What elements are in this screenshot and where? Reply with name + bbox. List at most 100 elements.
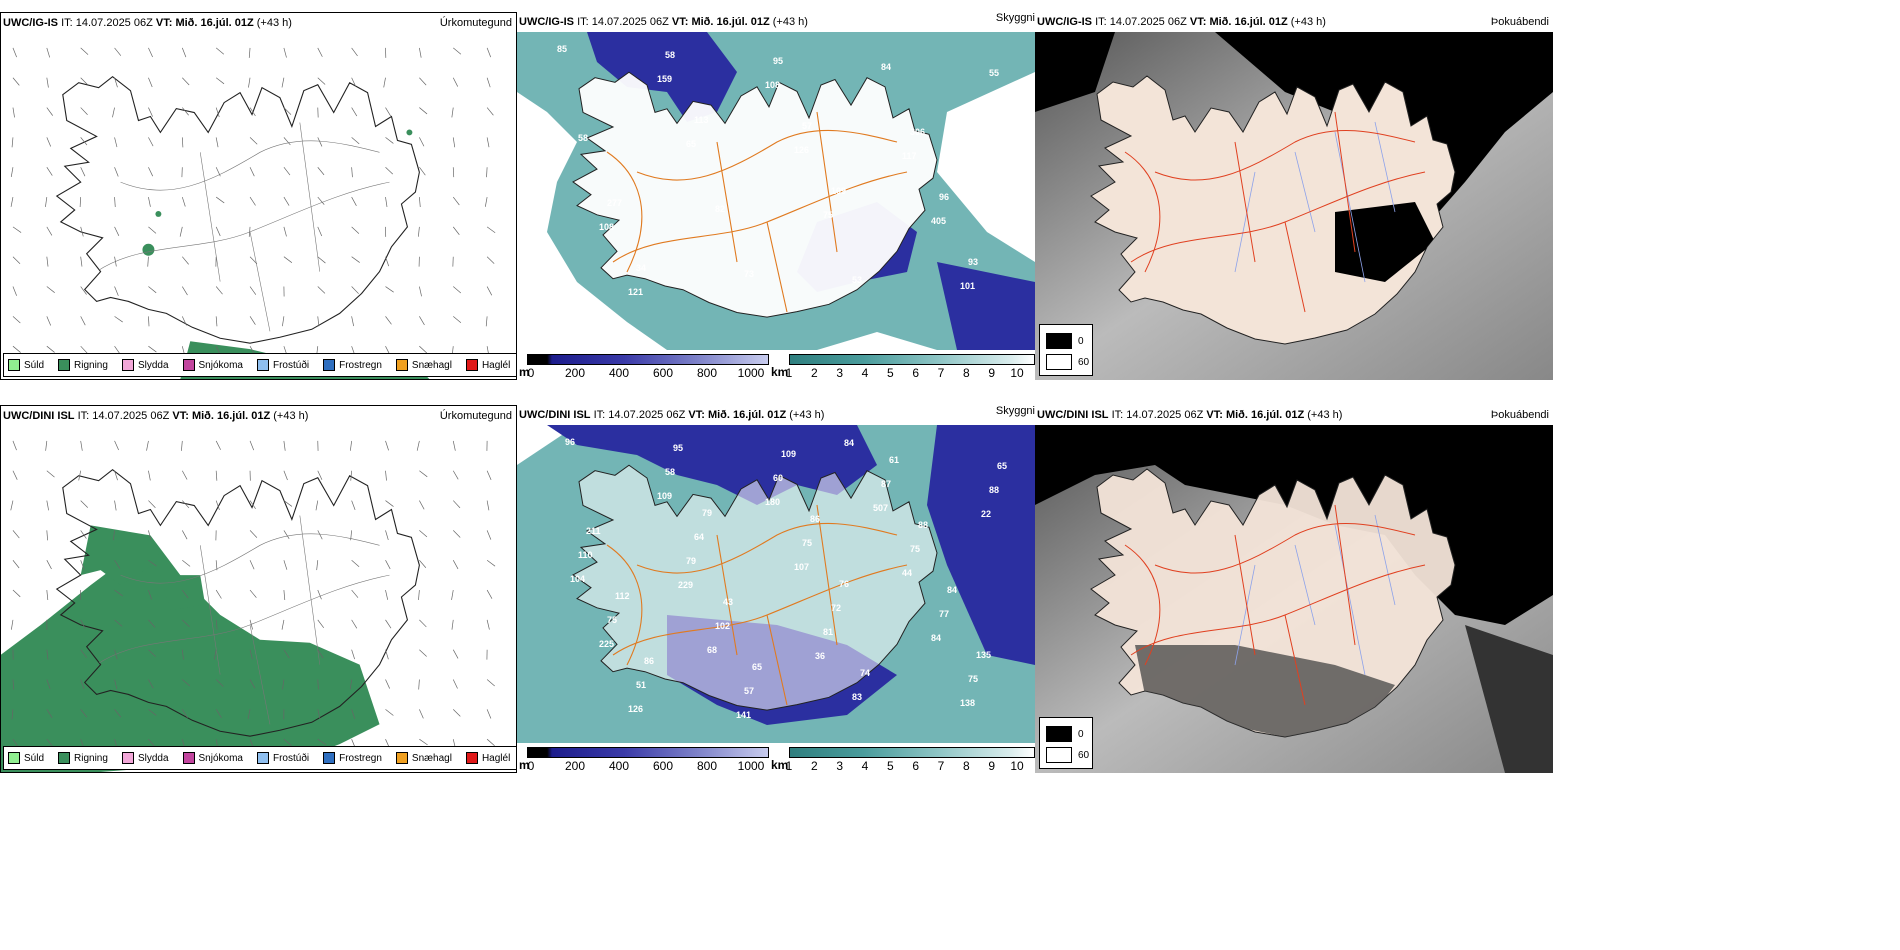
map-area[interactable]: [1, 33, 516, 379]
visibility-labels: 85 113 109 93 58 57 96 34 95 306 277 73 84 58 82 53 55 65…: [557, 44, 999, 297]
colorbar-tick-label: 800: [696, 366, 718, 380]
rivers: [1234, 121, 1396, 283]
legend-label: Snæhagl: [411, 359, 452, 371]
visibility-label: 101: [960, 281, 975, 291]
map-area[interactable]: [1035, 32, 1553, 380]
road-network: [606, 111, 908, 313]
visibility-label: 61: [889, 455, 899, 465]
legend-item: Slydda: [121, 359, 169, 371]
visibility-label: 85: [557, 44, 567, 54]
panel-header: UWC/IG-IS IT: 14.07.2025 06Z VT: Mið. 16…: [517, 12, 1035, 32]
visibility-label: 109: [831, 186, 846, 196]
legend-swatch: [256, 752, 269, 764]
legend-label: Haglél: [481, 359, 511, 371]
colorbar-tick-label: 9: [988, 759, 995, 773]
visibility-label: 306: [910, 127, 925, 137]
legend-swatch: [8, 359, 20, 371]
legend-label: Frostúði: [272, 752, 310, 764]
legend-swatch: [8, 752, 20, 764]
colorbar-tick-label: 2: [810, 759, 818, 773]
colorbar-tick-label: 7: [937, 759, 945, 773]
coastline: [572, 464, 938, 711]
init-time: 14.07.2025 06Z: [92, 410, 170, 422]
colorbar-tick-label: 5: [886, 366, 894, 380]
visibility-label: 405: [931, 216, 946, 226]
visibility-label: 113: [694, 115, 709, 125]
legend-item: Snjókoma: [182, 752, 243, 764]
valid-time: Mið. 16.júl. 01Z: [707, 409, 787, 421]
visibility-label: 68: [707, 645, 717, 655]
legend-swatch: [121, 752, 134, 764]
visibility-label: 57: [744, 686, 754, 696]
visibility-label: 64: [694, 532, 704, 542]
init-time: 14.07.2025 06Z: [591, 16, 669, 28]
field-type: Þokuábendi: [1490, 409, 1549, 421]
visibility-label: 95: [673, 443, 683, 453]
visibility-label: 65: [686, 139, 696, 149]
visibility-label: 79: [702, 508, 712, 518]
colorbar-tick-label: 600: [652, 759, 674, 773]
visibility-label: 53: [852, 275, 862, 285]
visibility-label: 126: [628, 704, 643, 714]
model-name: UWC/IG-IS: [3, 17, 58, 29]
map-area[interactable]: 96 79 76 135 95 86 84 86 109 88 112 65 61 211 43 74 65 64…: [517, 425, 1035, 743]
legend-item: Slydda: [121, 752, 169, 764]
legend-label: Snæhagl: [411, 752, 452, 764]
wind-barbs: [10, 47, 496, 357]
visibility-label: 75: [968, 674, 978, 684]
visibility-label: 141: [736, 710, 751, 720]
colorbar-tick-label: 4: [861, 366, 869, 380]
colorbar-tick-label: 6: [912, 366, 919, 380]
valid-time: Mið. 16.júl. 01Z: [691, 16, 770, 28]
visibility-label: 507: [873, 503, 888, 513]
lead-time: (+43 h): [1290, 16, 1326, 28]
legend-item: Snjókoma: [182, 359, 243, 371]
legend-item: Frostregn: [323, 359, 382, 371]
legend-swatch: [465, 359, 478, 371]
visibility-labels: 96 79 76 135 95 86 84 86 109 88 112 65 61 211 43 74 65 64…: [565, 437, 1007, 720]
panel-fog-top: UWC/IG-IS IT: 14.07.2025 06Z VT: Mið. 16…: [1035, 12, 1553, 380]
map-area[interactable]: [1035, 425, 1553, 773]
colorbar-tick-label: 1: [785, 759, 793, 773]
colorbar-tick-label: 6: [912, 759, 919, 773]
visibility-label: 65: [752, 662, 762, 672]
legend-item: Rigning: [58, 359, 108, 371]
colorbar-tick-label: 0: [527, 759, 535, 773]
visibility-label: 75: [802, 538, 812, 548]
colorbar-tick-label: 2: [810, 366, 818, 380]
visibility-label: 36: [815, 651, 825, 661]
lead-time: (+43 h): [256, 17, 292, 29]
legend-label: Rigning: [74, 752, 108, 764]
valid-time: Mið. 16.júl. 01Z: [191, 410, 271, 422]
model-name: UWC/IG-IS: [519, 16, 574, 28]
visibility-label: 277: [607, 198, 622, 208]
map-area[interactable]: 85 113 109 93 58 57 96 34 95 306 277 73 84 58 82 53 55 65…: [517, 32, 1035, 350]
valid-time: Mið. 16.júl. 01Z: [175, 17, 254, 29]
visibility-label: 95: [773, 56, 783, 66]
visibility-label: 96: [939, 192, 949, 202]
legend-swatch: [256, 359, 269, 371]
colorbar-tick-label: 600: [652, 366, 674, 380]
init-time: 14.07.2025 06Z: [75, 17, 153, 29]
map-area[interactable]: [1, 426, 516, 772]
colorbar-tick-label: 400: [608, 366, 630, 380]
visibility-label: 109: [781, 449, 796, 459]
legend-item: Snæhagl: [395, 359, 452, 371]
visibility-label: 88: [989, 485, 999, 495]
panel-header: UWC/IG-IS IT: 14.07.2025 06Z VT: Mið. 16…: [1035, 12, 1553, 32]
visibility-label: 121: [628, 287, 643, 297]
panel-header: UWC/DINI ISL IT: 14.07.2025 06Z VT: Mið.…: [1, 406, 516, 426]
legend-label: Frostregn: [339, 752, 382, 764]
init-time: 14.07.2025 06Z: [1126, 409, 1204, 421]
visibility-label: 104: [570, 574, 585, 584]
visibility-label: 117: [902, 151, 917, 161]
legend-item: Frostúði: [256, 359, 309, 371]
visibility-label: 74: [860, 668, 870, 678]
legend-label: Slydda: [137, 752, 169, 764]
colorbar-tick-label: 400: [608, 759, 630, 773]
model-name: UWC/DINI ISL: [519, 409, 591, 421]
visibility-m-colorbar: m 0 200 400 600 800 1000: [517, 350, 769, 380]
visibility-label: 211: [586, 526, 601, 536]
visibility-label: 75: [910, 544, 920, 554]
visibility-label: 83: [852, 692, 862, 702]
